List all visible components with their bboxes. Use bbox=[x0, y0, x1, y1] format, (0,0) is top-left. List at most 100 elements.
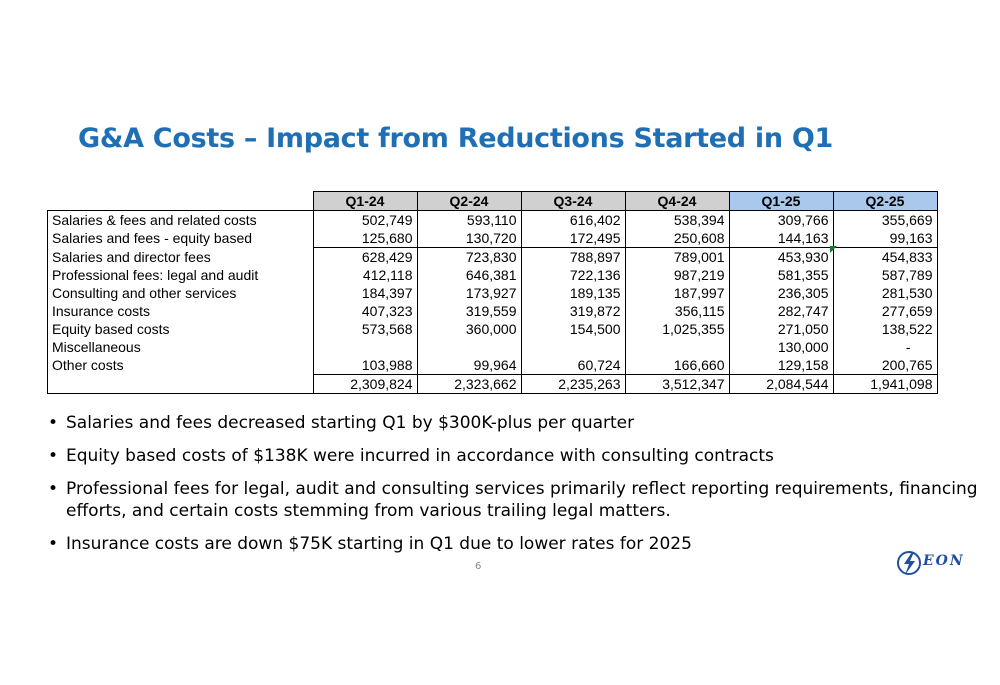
total-cell: 3,512,347 bbox=[624, 374, 729, 394]
bullet-item: • Insurance costs are down $75K starting … bbox=[48, 533, 978, 555]
table-cell: 173,927 bbox=[416, 284, 521, 302]
total-cell: 2,323,662 bbox=[416, 374, 521, 394]
table-row: Consulting and other services 184,397 17… bbox=[47, 284, 938, 302]
column-header-q2-25: Q2-25 bbox=[832, 191, 938, 211]
table-cell: 189,135 bbox=[520, 284, 625, 302]
bullet-item: • Salaries and fees decreased starting Q1… bbox=[48, 412, 978, 434]
table-cell: 277,659 bbox=[832, 302, 938, 320]
table-cell: 200,765 bbox=[832, 356, 938, 375]
table-cell: 453,930 bbox=[728, 247, 833, 266]
table-cell: 502,749 bbox=[312, 210, 417, 229]
column-header-q1-24: Q1-24 bbox=[312, 191, 418, 211]
row-label: Insurance costs bbox=[47, 302, 313, 320]
table-cell: 360,000 bbox=[416, 320, 521, 338]
table-cell: 1,025,355 bbox=[624, 320, 729, 338]
logo-wordmark: EON bbox=[923, 553, 965, 569]
table-cell: 319,559 bbox=[416, 302, 521, 320]
table-cell: 723,830 bbox=[416, 247, 521, 266]
table-cell: 593,110 bbox=[416, 210, 521, 229]
total-cell: 2,309,824 bbox=[312, 374, 417, 394]
bullet-text: Professional fees for legal, audit and c… bbox=[66, 479, 978, 521]
table-cell: 319,872 bbox=[520, 302, 625, 320]
eon-logo-icon bbox=[897, 551, 921, 575]
row-label: Other costs bbox=[47, 356, 313, 375]
table-cell: 154,500 bbox=[520, 320, 625, 338]
table-row: Professional fees: legal and audit 412,1… bbox=[47, 266, 938, 284]
bullet-item: • Equity based costs of $138K were incurr… bbox=[48, 445, 978, 467]
table-cell: 60,724 bbox=[520, 356, 625, 375]
ga-costs-table: Q1-24 Q2-24 Q3-24 Q4-24 Q1-25 Q2-25 Sala… bbox=[47, 191, 938, 394]
column-header-q4-24: Q4-24 bbox=[624, 191, 730, 211]
table-row: Salaries & fees and related costs 502,74… bbox=[47, 210, 938, 229]
table-row: Insurance costs 407,323 319,559 319,872 … bbox=[47, 302, 938, 320]
table-cell: 99,163 bbox=[832, 229, 938, 248]
table-cell bbox=[520, 338, 625, 356]
table-row: Other costs 103,988 99,964 60,724 166,66… bbox=[47, 356, 938, 375]
table-row: Miscellaneous 130,000 - bbox=[47, 338, 938, 356]
table-cell: 646,381 bbox=[416, 266, 521, 284]
table-cell: 187,997 bbox=[624, 284, 729, 302]
table-cell: 103,988 bbox=[312, 356, 417, 375]
table-cell: 454,833 bbox=[832, 247, 938, 266]
table-cell: 281,530 bbox=[832, 284, 938, 302]
bullet-text: Insurance costs are down $75K starting i… bbox=[66, 534, 692, 554]
row-label: Consulting and other services bbox=[47, 284, 313, 302]
page-number: 6 bbox=[475, 561, 482, 572]
table-cell: 628,429 bbox=[312, 247, 417, 266]
bullet-item: • Professional fees for legal, audit and … bbox=[48, 478, 978, 522]
table-cell bbox=[416, 338, 521, 356]
table-cell bbox=[624, 338, 729, 356]
table-cell: 250,608 bbox=[624, 229, 729, 248]
table-cell: 788,897 bbox=[520, 247, 625, 266]
table-cell: 538,394 bbox=[624, 210, 729, 229]
bullet-text: Salaries and fees decreased starting Q1 … bbox=[66, 413, 635, 433]
table-cell: 587,789 bbox=[832, 266, 938, 284]
table-row-total: 2,309,824 2,323,662 2,235,263 3,512,347 … bbox=[47, 374, 938, 394]
table-cell: 407,323 bbox=[312, 302, 417, 320]
table-cell: 130,000 bbox=[728, 338, 833, 356]
table-cell: 172,495 bbox=[520, 229, 625, 248]
total-cell: 2,235,263 bbox=[520, 374, 625, 394]
row-label: Salaries and director fees bbox=[47, 247, 313, 266]
table-cell: 616,402 bbox=[520, 210, 625, 229]
table-cell: 130,720 bbox=[416, 229, 521, 248]
table-cell: 125,680 bbox=[312, 229, 417, 248]
table-cell: 236,305 bbox=[728, 284, 833, 302]
bullet-text: Equity based costs of $138K were incurre… bbox=[66, 446, 774, 466]
table-cell: 573,568 bbox=[312, 320, 417, 338]
row-label: Professional fees: legal and audit bbox=[47, 266, 313, 284]
table-cell: 166,660 bbox=[624, 356, 729, 375]
cell-comment-marker bbox=[830, 246, 837, 253]
total-cell: 2,084,544 bbox=[728, 374, 833, 394]
slide-title: G&A Costs – Impact from Reductions Start… bbox=[78, 123, 834, 154]
table-cell: 99,964 bbox=[416, 356, 521, 375]
table-row-subtotal: Salaries and director fees 628,429 723,8… bbox=[47, 247, 938, 266]
column-header-q1-25: Q1-25 bbox=[728, 191, 834, 211]
table-row: Equity based costs 573,568 360,000 154,5… bbox=[47, 320, 938, 338]
table-cell: 412,118 bbox=[312, 266, 417, 284]
table-cell: 581,355 bbox=[728, 266, 833, 284]
table-cell: 789,001 bbox=[624, 247, 729, 266]
bullet-dot: • bbox=[48, 413, 59, 433]
row-label: Salaries & fees and related costs bbox=[47, 210, 313, 229]
table-cell: 138,522 bbox=[832, 320, 938, 338]
bullet-dot: • bbox=[48, 479, 59, 499]
table-cell: 987,219 bbox=[624, 266, 729, 284]
table-header-blank bbox=[47, 191, 313, 211]
table-cell: 271,050 bbox=[728, 320, 833, 338]
table-cell: 722,136 bbox=[520, 266, 625, 284]
row-label: Salaries and fees - equity based bbox=[47, 229, 313, 248]
table-cell: 129,158 bbox=[728, 356, 833, 375]
table-cell: 355,669 bbox=[832, 210, 938, 229]
table-cell: 144,163 bbox=[728, 229, 833, 248]
row-label: Miscellaneous bbox=[47, 338, 313, 356]
table-cell: 309,766 bbox=[728, 210, 833, 229]
table-row: Salaries and fees - equity based 125,680… bbox=[47, 229, 938, 248]
bullet-dot: • bbox=[48, 534, 59, 554]
column-header-q3-24: Q3-24 bbox=[520, 191, 626, 211]
table-header-row: Q1-24 Q2-24 Q3-24 Q4-24 Q1-25 Q2-25 bbox=[47, 191, 938, 211]
table-cell: 356,115 bbox=[624, 302, 729, 320]
row-label: Equity based costs bbox=[47, 320, 313, 338]
bullet-list: • Salaries and fees decreased starting Q1… bbox=[48, 412, 978, 566]
column-header-q2-24: Q2-24 bbox=[416, 191, 522, 211]
